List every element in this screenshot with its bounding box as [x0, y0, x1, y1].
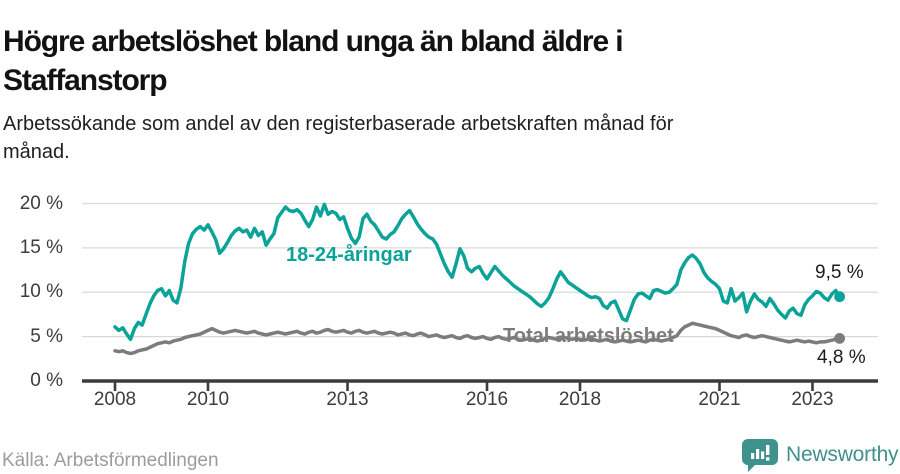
series-end-dot-young — [834, 291, 845, 303]
end-value-total: 4,8 % — [817, 347, 866, 368]
y-tick-label: 10 % — [19, 281, 63, 303]
series-label-total: Total arbetslöshet — [503, 325, 674, 347]
series-line-total — [113, 321, 842, 356]
series-label-young: 18-24-åringar — [286, 244, 412, 266]
series-line-young — [113, 202, 842, 342]
x-tick-label: 2016 — [465, 389, 509, 410]
chart-subtitle-line1: Arbetssökande som andel av den registerb… — [3, 113, 674, 135]
source-note: Källa: Arbetsförmedlingen — [2, 450, 219, 471]
x-tick-label: 2023 — [791, 389, 834, 410]
chart-subtitle-line2: månad. — [3, 141, 70, 163]
end-value-young: 9,5 % — [815, 262, 864, 283]
newsworthy-logo: Newsworthy — [741, 438, 899, 472]
series-end-dot-total — [834, 333, 845, 344]
x-tick-label: 2010 — [186, 389, 230, 410]
page-title-line1: Högre arbetslöshet bland unga än bland ä… — [3, 25, 624, 59]
y-tick-label: 15 % — [19, 236, 63, 258]
page-title: Högre arbetslöshet bland unga än bland ä… — [3, 22, 863, 100]
newsworthy-icon — [742, 439, 778, 472]
y-tick-label: 5 % — [30, 325, 63, 347]
page-title-line2: Staffanstorp — [3, 64, 168, 98]
x-tick-label: 2018 — [558, 389, 602, 410]
y-tick-label: 20 % — [19, 192, 63, 214]
chart-subtitle: Arbetssökande som andel av den registerb… — [3, 110, 833, 166]
x-tick-label: 2013 — [326, 389, 369, 410]
x-tick-label: 2008 — [93, 389, 137, 410]
y-tick-label: 0 % — [30, 370, 63, 391]
x-tick-label: 2021 — [698, 389, 741, 410]
newsworthy-wordmark: Newsworthy — [786, 443, 899, 466]
